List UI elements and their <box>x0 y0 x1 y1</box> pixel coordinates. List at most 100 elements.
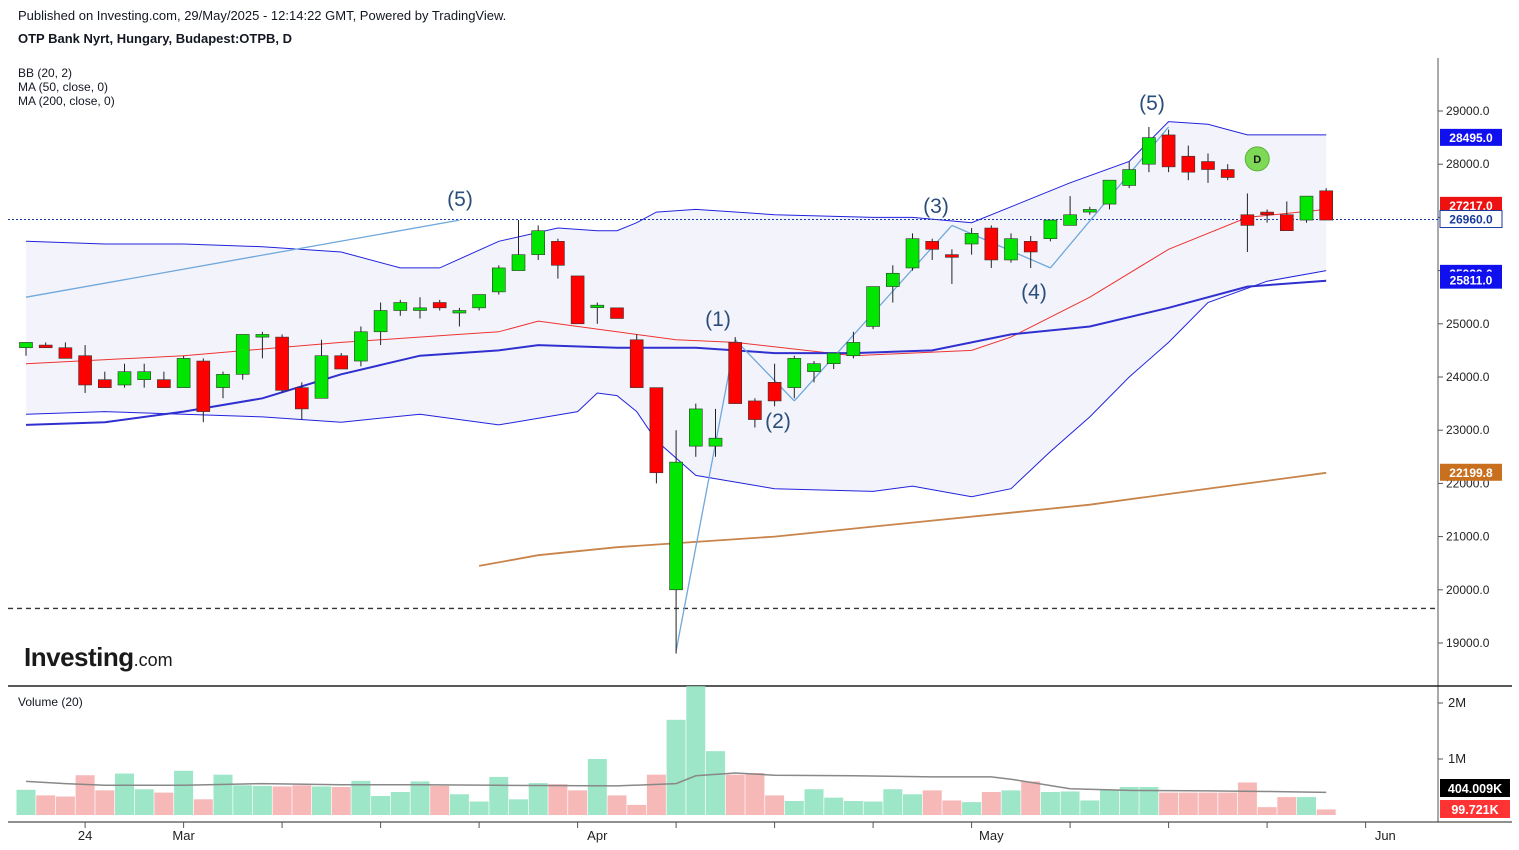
candle-body <box>1319 190 1333 221</box>
volume-bar <box>1316 809 1336 815</box>
candle-body <box>885 272 900 287</box>
volume-bar <box>55 796 75 815</box>
price-tick-label: 20000.0 <box>1446 583 1490 597</box>
symbol-title: OTP Bank Nyrt, Hungary, Budapest:OTPB, D <box>18 31 293 46</box>
candle-body <box>984 227 999 261</box>
candle-body <box>1023 241 1038 253</box>
price-tick-label: 21000.0 <box>1446 530 1490 544</box>
candle-body <box>157 379 171 388</box>
volume-bar <box>883 789 903 815</box>
time-label: May <box>979 828 1004 843</box>
volume-bar <box>981 792 1001 815</box>
price-label-box <box>1440 196 1502 214</box>
price-label: 25811.0 <box>1450 274 1493 288</box>
volume-bar <box>548 784 568 815</box>
price-tick-label: 19000.0 <box>1446 636 1490 650</box>
candle-body <box>1083 209 1097 213</box>
candle-body <box>472 294 486 309</box>
candle-body <box>629 339 644 388</box>
price-tick-label: 23000.0 <box>1446 423 1490 437</box>
volume-bar <box>509 799 528 815</box>
candle-body <box>373 310 388 333</box>
volume-bar <box>942 800 962 815</box>
candle-body <box>19 342 33 349</box>
volume-bar <box>371 795 391 815</box>
bb-basis-line <box>25 208 1327 365</box>
volume-bar <box>784 801 804 815</box>
price-tick-label: 29000.0 <box>1446 104 1490 118</box>
indicator-bb[interactable]: BB (20, 2) <box>18 66 73 80</box>
volume-bar <box>174 770 194 815</box>
volume-bar <box>233 785 253 815</box>
volume-bar <box>686 686 706 815</box>
volume-bar <box>1080 800 1100 815</box>
volume-bar <box>489 776 509 815</box>
price-label: 28495.0 <box>1449 131 1493 145</box>
volume-bar <box>1021 781 1041 815</box>
volume-bar <box>390 792 410 815</box>
volume-bar <box>1277 797 1297 815</box>
volume-bar <box>134 789 154 815</box>
volume-bar <box>1178 792 1198 815</box>
price-tick-label: 24000.0 <box>1446 370 1490 384</box>
volume-tick-label: 2M <box>1448 695 1466 710</box>
volume-bar <box>154 792 174 815</box>
candle-body <box>826 352 841 364</box>
candle-body <box>866 286 880 327</box>
candle-body <box>58 347 73 359</box>
volume-bar <box>351 780 371 815</box>
volume-bar <box>292 785 312 815</box>
candle-body <box>748 400 762 420</box>
price-label-box <box>1439 210 1503 229</box>
price-tick-label: 25000.0 <box>1446 317 1490 331</box>
volume-bar <box>331 787 351 815</box>
volume-bar <box>824 797 844 815</box>
candle-body <box>669 461 683 591</box>
volume-bar <box>1297 797 1316 815</box>
volume-bar <box>115 773 134 815</box>
candle-body <box>452 310 467 314</box>
volume-bar <box>1218 792 1238 815</box>
published-notice: Published on Investing.com, 29/May/2025 … <box>18 8 507 23</box>
candle-body <box>1220 169 1235 178</box>
candle-body <box>294 387 309 410</box>
volume-bar <box>449 794 469 815</box>
volume-bar <box>272 786 292 815</box>
bb-lower-line <box>25 270 1327 498</box>
wave-line <box>675 339 736 652</box>
candle-body <box>551 241 565 266</box>
indicator-legend: BB (20, 2) MA (50, close, 0) MA (200, cl… <box>18 66 115 108</box>
volume-bar <box>627 804 647 815</box>
candle-body <box>807 363 821 372</box>
indicator-ma200[interactable]: MA (200, close, 0) <box>18 94 115 108</box>
volume-bar <box>863 801 883 815</box>
candle-body <box>787 358 802 388</box>
candle-body <box>393 302 408 311</box>
candle-body <box>728 342 743 404</box>
price-label-box <box>1440 463 1502 481</box>
candle-body <box>354 331 368 362</box>
candle-body <box>235 334 250 375</box>
candle-body <box>1043 219 1058 239</box>
volume-bar <box>666 719 686 815</box>
candle-body <box>1240 214 1255 226</box>
candle-body <box>98 379 112 388</box>
indicator-ma50[interactable]: MA (50, close, 0) <box>18 80 109 94</box>
wave-label: (4) <box>1021 281 1047 304</box>
candle-body <box>117 371 132 386</box>
candle-body <box>413 307 427 311</box>
price-label: 27217.0 <box>1449 199 1493 213</box>
candle-body <box>137 371 151 380</box>
volume-bar <box>1139 787 1159 815</box>
candle-body <box>531 230 546 255</box>
candle-body <box>1063 214 1077 226</box>
price-label: 22199.8 <box>1449 466 1493 480</box>
wave-label: (3) <box>923 195 949 218</box>
volume-bar <box>903 794 922 815</box>
candle-body <box>1142 137 1156 165</box>
time-label: 24 <box>78 828 92 843</box>
volume-label: 404.009K <box>1448 782 1502 796</box>
volume-bar <box>95 790 115 815</box>
price-label-box <box>1440 128 1502 146</box>
